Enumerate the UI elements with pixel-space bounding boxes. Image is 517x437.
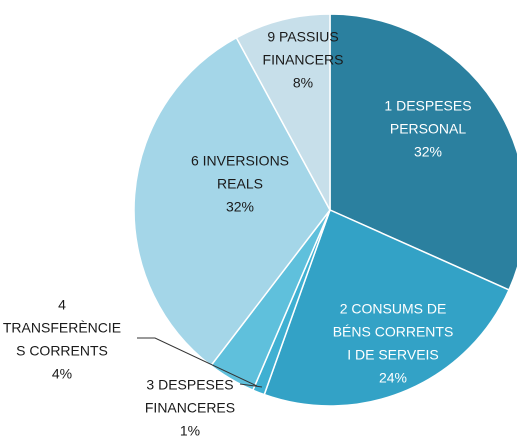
pie-slice (263, 208, 510, 407)
pie-slice (235, 13, 331, 211)
value-label: 8% (293, 75, 313, 91)
value-label: 32% (414, 144, 442, 160)
slice-label: 9 PASSIUS (267, 29, 338, 45)
slice-label: FINANCERS (263, 52, 344, 68)
slice-label: 6 INVERSIONS (191, 153, 289, 169)
value-label: 32% (226, 199, 254, 215)
slice-label: TRANSFERÈNCIE (3, 320, 121, 336)
slice-label: REALS (217, 176, 263, 192)
slice-label: FINANCERES (145, 400, 235, 416)
slice-label: 1 DESPESES (384, 98, 471, 114)
pie (133, 13, 517, 407)
labels: 1 DESPESES PERSONAL 32% 2 CONSUMS DE BÉNS CO… (3, 29, 472, 437)
value-label: 1% (180, 423, 200, 437)
slice-label: 4 (58, 297, 66, 313)
slice-label: 3 DESPESES (146, 377, 233, 393)
value-label: 4% (52, 366, 72, 382)
slice-label: I DE SERVEIS (347, 347, 439, 363)
value-label: 24% (379, 370, 407, 386)
pie-slice (133, 36, 331, 367)
slice-label: S CORRENTS (16, 343, 108, 359)
slice-label: 2 CONSUMS DE (340, 301, 447, 317)
pie-slice (329, 13, 517, 291)
slice-label: PERSONAL (390, 121, 466, 137)
slice-label: BÉNS CORRENTS (333, 324, 454, 340)
leader-line (137, 337, 258, 387)
leader-line (239, 383, 263, 388)
